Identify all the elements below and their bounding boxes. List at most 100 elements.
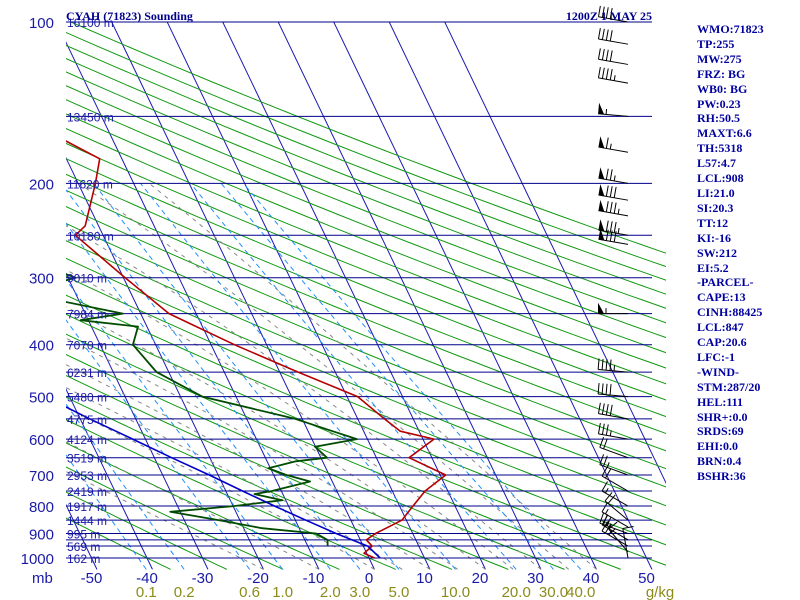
dry-adiabat-line bbox=[66, 44, 666, 281]
index-item: LI:21.0 bbox=[697, 185, 735, 200]
dry-adiabat-line bbox=[66, 127, 666, 369]
dry-adiabat-line bbox=[66, 85, 666, 324]
index-item: CAP:20.6 bbox=[697, 335, 747, 350]
wind-barb bbox=[597, 28, 629, 45]
mixing-ratio-line bbox=[66, 278, 284, 570]
title-right: 1200Z 1 MAY 25 bbox=[566, 9, 652, 23]
height-label: 4775 m bbox=[67, 413, 107, 427]
index-item: CINH:88425 bbox=[697, 305, 763, 320]
temperature-tick-label: 20 bbox=[472, 570, 489, 587]
dry-adiabat-line bbox=[66, 374, 509, 570]
wind-barb bbox=[601, 481, 629, 507]
height-label: 10180 m bbox=[67, 229, 114, 243]
height-label: 9010 m bbox=[67, 272, 107, 286]
index-item: LCL:847 bbox=[697, 320, 744, 335]
wind-barb-column bbox=[597, 5, 634, 559]
height-label: 1917 m bbox=[67, 500, 107, 514]
temperature-tick-label: 0 bbox=[365, 570, 373, 587]
index-item: TP:255 bbox=[697, 36, 735, 51]
temperature-tick-label: 40 bbox=[583, 570, 600, 587]
height-label: 5480 m bbox=[67, 391, 107, 405]
height-label: 7070 m bbox=[67, 339, 107, 353]
dewpoint-line bbox=[66, 273, 358, 547]
moist-adiabat-line bbox=[78, 182, 570, 570]
wind-barb bbox=[597, 66, 629, 84]
index-item: LFC:-1 bbox=[697, 349, 735, 364]
sounding-series bbox=[66, 140, 447, 559]
dry-adiabat-line bbox=[66, 419, 396, 570]
wind-barb bbox=[604, 492, 629, 521]
wind-barb bbox=[601, 466, 629, 492]
mixing-ratio-line bbox=[66, 222, 331, 570]
mixing-ratio-tick-label: 0.6 bbox=[239, 584, 260, 600]
dry-adiabat-line bbox=[70, 22, 666, 254]
sounding-indices-panel: WMO:71823 TP:255 MW:275 FRZ: BG WB0: BG PW:0.… bbox=[697, 22, 797, 484]
wind-barb bbox=[597, 358, 629, 373]
wind-barb bbox=[597, 402, 629, 420]
dry-adiabat-line bbox=[66, 57, 666, 295]
height-label: 4124 m bbox=[67, 433, 107, 447]
temperature-tick-label: -10 bbox=[303, 570, 325, 587]
title-left: CYAH (71823) Sounding bbox=[66, 9, 193, 23]
isotherm-line bbox=[277, 22, 542, 570]
mixing-ratio-tick-label: 30.0 bbox=[539, 584, 568, 600]
pressure-tick-label: 700 bbox=[29, 468, 54, 485]
pressure-tick-label: 900 bbox=[29, 526, 54, 543]
wind-barb bbox=[598, 199, 629, 217]
index-item: EI:5.2 bbox=[697, 260, 729, 275]
wind-barb bbox=[598, 136, 629, 153]
wind-barb bbox=[599, 512, 629, 534]
mixing-ratio-tick-label: 0.1 bbox=[136, 584, 157, 600]
height-label: 2953 m bbox=[67, 469, 107, 483]
mixing-ratio-tick-label: 20.0 bbox=[502, 584, 531, 600]
dry-adiabat-line bbox=[66, 257, 666, 507]
index-item: -WIND- bbox=[697, 364, 739, 379]
wind-barb bbox=[597, 422, 629, 440]
index-item: LCL:908 bbox=[697, 171, 744, 186]
dry-adiabat-line bbox=[66, 31, 666, 268]
wind-barb bbox=[599, 436, 629, 459]
index-item: MW:275 bbox=[697, 51, 742, 66]
mixing-ratio-line bbox=[190, 183, 517, 570]
dry-adiabat-line bbox=[66, 240, 666, 488]
wind-barb bbox=[597, 5, 629, 23]
mixing-ratio-line bbox=[243, 183, 582, 570]
height-label: 16100 m bbox=[67, 16, 114, 30]
temperature-line bbox=[66, 140, 447, 559]
dry-adiabat-line bbox=[66, 71, 666, 309]
temperature-tick-label: 30 bbox=[527, 570, 544, 587]
isotherm-line bbox=[66, 156, 264, 570]
height-label: 995 m bbox=[67, 527, 100, 541]
mixing-ratio-line bbox=[66, 189, 361, 570]
index-item: TT:12 bbox=[697, 215, 729, 230]
index-item: TH:5318 bbox=[697, 141, 743, 156]
mixing-ratio-tick-label: 5.0 bbox=[389, 584, 410, 600]
dry-adiabat-line bbox=[66, 354, 565, 570]
index-item: -PARCEL- bbox=[697, 275, 754, 290]
height-label: 569 m bbox=[67, 540, 100, 554]
mixing-ratio-line bbox=[140, 183, 456, 570]
wind-barb bbox=[598, 219, 629, 236]
dry-adiabat-line bbox=[66, 294, 666, 546]
wind-barb bbox=[597, 383, 629, 398]
isobar-lines bbox=[66, 21, 652, 559]
wind-barb bbox=[597, 48, 629, 65]
dry-adiabat-line bbox=[66, 333, 621, 570]
dry-adiabat-line bbox=[66, 206, 666, 452]
index-item: STM:287/20 bbox=[697, 379, 761, 394]
index-item: L57:4.7 bbox=[697, 156, 736, 171]
mixing-ratio-unit-label: g/kg bbox=[646, 584, 674, 600]
dry-adiabat-line bbox=[66, 99, 666, 339]
isotherm-line bbox=[66, 41, 320, 570]
mixing-ratio-tick-label: 3.0 bbox=[349, 584, 370, 600]
index-item: HEL:111 bbox=[697, 394, 744, 409]
height-label: 6231 m bbox=[67, 366, 107, 380]
moist-adiabat-line bbox=[148, 183, 597, 570]
index-item: SRDS:69 bbox=[697, 424, 744, 439]
index-item: SW:212 bbox=[697, 245, 738, 260]
dry-adiabat-line bbox=[66, 313, 666, 566]
wind-barb bbox=[598, 302, 628, 315]
dry-adiabat-line bbox=[66, 222, 666, 470]
index-item: PW:0.23 bbox=[697, 96, 741, 111]
height-label: 13450 m bbox=[67, 110, 114, 124]
